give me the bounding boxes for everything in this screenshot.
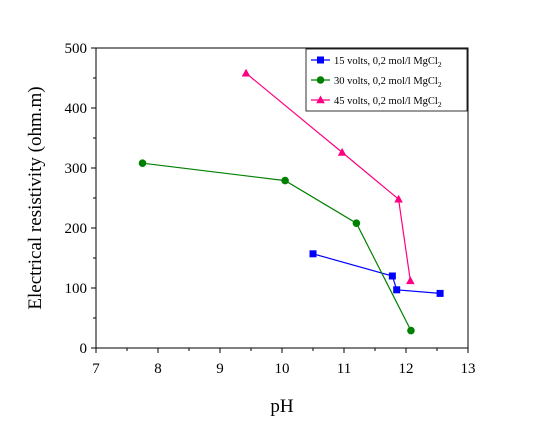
legend-label-3: 45 volts, 0,2 mol/l MgCl2 xyxy=(334,96,442,109)
legend-marker-3 xyxy=(316,95,325,104)
y-tick-label: 500 xyxy=(65,41,88,57)
legend-subscript: 2 xyxy=(438,60,442,69)
y-tick-label: 400 xyxy=(65,101,88,117)
legend-box xyxy=(305,48,468,112)
y-axis-title: Electrical resistivity (ohm.m) xyxy=(25,86,46,309)
data-point-3-1 xyxy=(241,68,251,77)
y-tick-label: 300 xyxy=(65,161,88,177)
data-point-3-2 xyxy=(337,147,347,156)
x-tick-label: 7 xyxy=(92,361,100,377)
series-layer xyxy=(138,68,444,335)
data-point-1-4 xyxy=(436,289,444,297)
x-tick-label: 10 xyxy=(275,361,290,377)
data-point-1-2 xyxy=(388,272,396,280)
data-point-1-1 xyxy=(309,250,317,258)
data-point-3-3 xyxy=(394,194,403,203)
x-tick-label: 11 xyxy=(337,361,351,377)
series-line-2 xyxy=(142,162,412,331)
legend-subscript: 2 xyxy=(438,80,442,89)
y-tick-label: 0 xyxy=(80,341,88,357)
data-point-1-3 xyxy=(393,286,401,294)
data-point-3-4 xyxy=(406,276,415,285)
legend-subscript: 2 xyxy=(438,100,442,109)
legend: 15 volts, 0,2 mol/l MgCl2 30 volts, 0,2 m… xyxy=(305,48,468,112)
legend-marker-2 xyxy=(316,76,325,84)
data-point-2-1 xyxy=(138,159,147,167)
x-tick-label: 8 xyxy=(154,361,162,377)
series-line-3 xyxy=(245,72,411,281)
y-axis-ticks: 0 100 200 300 400 500 xyxy=(65,41,96,357)
legend-label-2: 30 volts, 0,2 mol/l MgCl2 xyxy=(334,76,442,89)
data-point-2-4 xyxy=(407,326,415,335)
legend-marker-1 xyxy=(317,56,324,64)
x-tick-label: 9 xyxy=(216,361,224,377)
legend-label-1: 15 volts, 0,2 mol/l MgCl2 xyxy=(334,56,442,69)
x-tick-label: 12 xyxy=(399,361,414,377)
data-point-2-2 xyxy=(281,176,289,185)
data-point-2-3 xyxy=(352,219,361,227)
y-tick-label: 200 xyxy=(65,221,88,237)
y-tick-label: 100 xyxy=(65,281,88,297)
x-tick-label: 13 xyxy=(461,361,476,377)
x-axis-ticks: 7 8 9 10 11 12 13 xyxy=(92,348,476,377)
series-line-1 xyxy=(312,253,441,294)
x-axis-title: pH xyxy=(270,396,294,417)
